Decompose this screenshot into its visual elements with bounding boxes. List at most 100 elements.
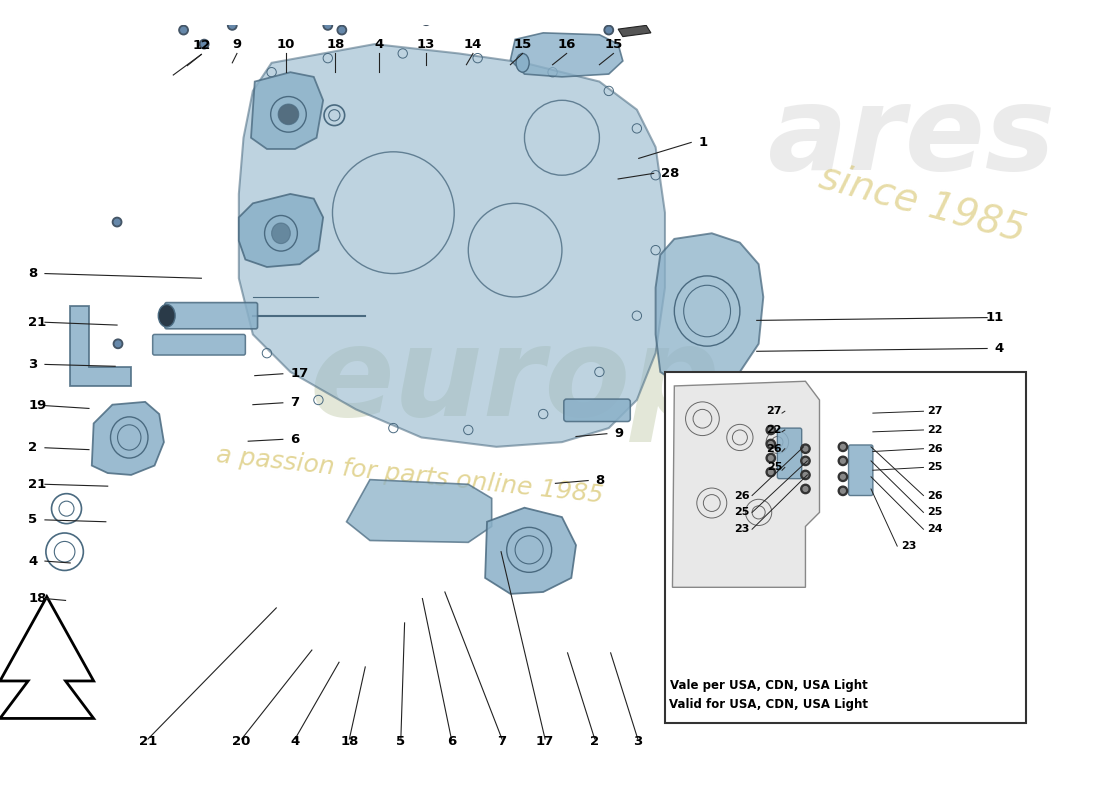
Circle shape bbox=[801, 456, 810, 466]
Text: 8: 8 bbox=[29, 267, 37, 280]
PathPatch shape bbox=[510, 33, 623, 77]
PathPatch shape bbox=[239, 44, 666, 447]
Text: 26: 26 bbox=[927, 444, 943, 454]
Circle shape bbox=[840, 489, 845, 493]
PathPatch shape bbox=[656, 234, 763, 386]
Text: 4: 4 bbox=[994, 342, 1004, 355]
Circle shape bbox=[419, 13, 425, 19]
Text: 5: 5 bbox=[29, 514, 37, 526]
PathPatch shape bbox=[251, 72, 323, 149]
Circle shape bbox=[424, 18, 429, 23]
Text: 8: 8 bbox=[596, 474, 605, 487]
Text: europ: europ bbox=[309, 321, 719, 442]
Circle shape bbox=[201, 42, 207, 47]
Bar bbox=[666, 372, 1025, 723]
Circle shape bbox=[840, 474, 845, 479]
Ellipse shape bbox=[278, 104, 299, 125]
Text: 6: 6 bbox=[447, 735, 456, 749]
Circle shape bbox=[180, 27, 186, 33]
Circle shape bbox=[801, 484, 810, 494]
Circle shape bbox=[838, 442, 848, 451]
PathPatch shape bbox=[618, 26, 651, 37]
Text: 7: 7 bbox=[497, 735, 507, 749]
Circle shape bbox=[116, 341, 121, 346]
Text: 23: 23 bbox=[901, 541, 916, 551]
Text: since 1985: since 1985 bbox=[815, 158, 1030, 249]
Text: 17: 17 bbox=[290, 367, 309, 380]
Circle shape bbox=[114, 219, 120, 225]
Text: 7: 7 bbox=[290, 396, 299, 410]
Circle shape bbox=[769, 456, 773, 461]
Text: 24: 24 bbox=[927, 524, 943, 534]
Circle shape bbox=[838, 486, 848, 495]
Circle shape bbox=[769, 470, 773, 474]
Ellipse shape bbox=[158, 305, 175, 327]
PathPatch shape bbox=[346, 480, 492, 542]
Text: 21: 21 bbox=[29, 316, 46, 329]
Circle shape bbox=[606, 27, 612, 33]
Ellipse shape bbox=[272, 223, 290, 243]
PathPatch shape bbox=[485, 508, 576, 594]
Circle shape bbox=[769, 428, 773, 432]
Circle shape bbox=[769, 442, 773, 446]
Circle shape bbox=[323, 21, 332, 30]
Text: 4: 4 bbox=[29, 554, 37, 567]
Circle shape bbox=[801, 470, 810, 480]
Circle shape bbox=[801, 444, 810, 454]
Text: 21: 21 bbox=[139, 735, 157, 749]
Circle shape bbox=[228, 21, 236, 30]
FancyBboxPatch shape bbox=[564, 399, 630, 422]
Text: 26: 26 bbox=[927, 490, 943, 501]
Text: 28: 28 bbox=[661, 167, 680, 180]
PathPatch shape bbox=[0, 597, 94, 718]
Text: 25: 25 bbox=[767, 462, 782, 473]
Circle shape bbox=[324, 22, 331, 28]
Text: 26: 26 bbox=[767, 444, 782, 454]
Circle shape bbox=[230, 22, 235, 28]
Circle shape bbox=[838, 472, 848, 482]
FancyBboxPatch shape bbox=[165, 302, 257, 329]
Text: 13: 13 bbox=[417, 38, 436, 50]
PathPatch shape bbox=[91, 402, 164, 475]
Text: 12: 12 bbox=[192, 38, 210, 51]
Text: 23: 23 bbox=[734, 524, 749, 534]
Text: 18: 18 bbox=[986, 373, 1004, 386]
Circle shape bbox=[338, 26, 346, 34]
Text: 9: 9 bbox=[232, 38, 242, 50]
Circle shape bbox=[803, 446, 807, 451]
Text: 15: 15 bbox=[514, 38, 531, 50]
Circle shape bbox=[179, 26, 188, 34]
Text: 12: 12 bbox=[986, 433, 1004, 446]
Circle shape bbox=[113, 339, 123, 349]
Text: 18: 18 bbox=[340, 735, 359, 749]
Text: 6: 6 bbox=[290, 433, 299, 446]
Text: 14: 14 bbox=[464, 38, 482, 50]
Text: 25: 25 bbox=[927, 507, 943, 518]
Circle shape bbox=[766, 454, 775, 462]
Text: 1: 1 bbox=[698, 136, 707, 149]
Circle shape bbox=[199, 39, 209, 49]
Circle shape bbox=[766, 426, 775, 434]
Circle shape bbox=[803, 473, 807, 478]
FancyBboxPatch shape bbox=[778, 428, 802, 478]
Text: 10: 10 bbox=[276, 38, 295, 50]
Text: Vale per USA, CDN, USA Light: Vale per USA, CDN, USA Light bbox=[670, 679, 868, 692]
Circle shape bbox=[838, 456, 848, 466]
Text: 25: 25 bbox=[734, 507, 749, 518]
PathPatch shape bbox=[70, 306, 131, 386]
Text: 4: 4 bbox=[375, 38, 384, 50]
Text: 11: 11 bbox=[986, 311, 1004, 324]
Text: ares: ares bbox=[768, 80, 1056, 195]
Circle shape bbox=[339, 27, 344, 33]
PathPatch shape bbox=[239, 194, 323, 267]
Ellipse shape bbox=[516, 54, 529, 72]
Text: 9: 9 bbox=[615, 427, 624, 440]
Text: 3: 3 bbox=[29, 358, 37, 371]
Text: 26: 26 bbox=[734, 490, 749, 501]
Circle shape bbox=[417, 11, 426, 21]
Circle shape bbox=[803, 486, 807, 491]
Circle shape bbox=[840, 445, 845, 449]
Circle shape bbox=[766, 467, 775, 477]
PathPatch shape bbox=[672, 382, 820, 587]
Circle shape bbox=[459, 13, 469, 22]
